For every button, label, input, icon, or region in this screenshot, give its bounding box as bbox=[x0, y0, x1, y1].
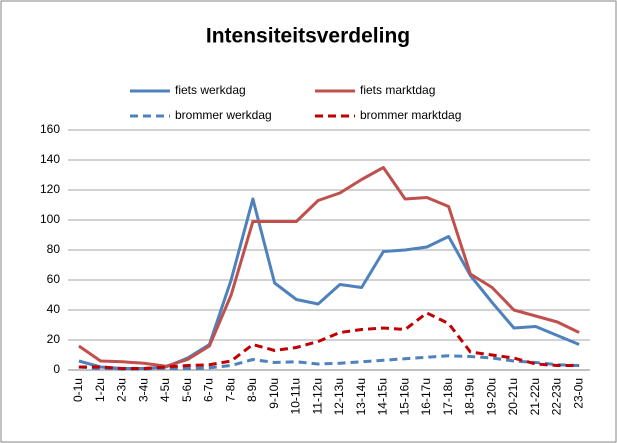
y-tick-label: 60 bbox=[47, 272, 61, 286]
x-tick-label: 13-14u bbox=[354, 378, 368, 415]
y-tick-label: 120 bbox=[40, 182, 60, 196]
y-tick-label: 160 bbox=[40, 122, 60, 136]
x-tick-label: 7-8u bbox=[223, 378, 237, 402]
x-tick-label: 16-17u bbox=[419, 378, 433, 415]
legend-label: fiets werkdag bbox=[175, 83, 246, 97]
x-tick-label: 22-23u bbox=[550, 378, 564, 415]
x-tick-label: 20-21u bbox=[506, 378, 520, 415]
x-tick-label: 12-13u bbox=[332, 378, 346, 415]
legend-label: brommer werkdag bbox=[175, 108, 272, 122]
y-tick-label: 20 bbox=[47, 332, 61, 346]
x-tick-label: 15-16u bbox=[397, 378, 411, 415]
x-tick-label: 9-10u bbox=[267, 378, 281, 409]
x-tick-label: 1-2u bbox=[93, 378, 107, 402]
series-line bbox=[78, 311, 580, 370]
chart-title: Intensiteitsverdeling bbox=[206, 25, 410, 48]
y-tick-label: 40 bbox=[47, 302, 61, 316]
x-tick-label: 17-18u bbox=[441, 378, 455, 415]
x-tick-label: 21-22u bbox=[528, 378, 542, 415]
x-tick-label: 10-11u bbox=[289, 378, 303, 414]
x-tick-label: 11-12u bbox=[310, 378, 324, 414]
x-tick-label: 6-7u bbox=[202, 378, 216, 402]
x-tick-label: 23-0u bbox=[571, 378, 585, 409]
y-tick-label: 100 bbox=[40, 212, 60, 226]
legend-label: brommer marktdag bbox=[360, 108, 461, 122]
x-tick-label: 2-3u bbox=[115, 378, 129, 402]
x-tick-label: 0-1u bbox=[71, 378, 85, 402]
x-tick-label: 19-20u bbox=[484, 378, 498, 415]
x-tick-label: 5-6u bbox=[180, 378, 194, 402]
y-tick-label: 0 bbox=[53, 362, 60, 376]
y-tick-label: 80 bbox=[47, 242, 61, 256]
x-tick-label: 8-9u bbox=[245, 378, 259, 402]
x-tick-label: 3-4u bbox=[136, 378, 150, 402]
x-tick-label: 18-19u bbox=[463, 378, 477, 415]
y-tick-label: 140 bbox=[40, 152, 60, 166]
x-tick-label: 14-15u bbox=[376, 378, 390, 415]
x-tick-label: 4-5u bbox=[158, 378, 172, 402]
legend-label: fiets marktdag bbox=[360, 83, 435, 97]
